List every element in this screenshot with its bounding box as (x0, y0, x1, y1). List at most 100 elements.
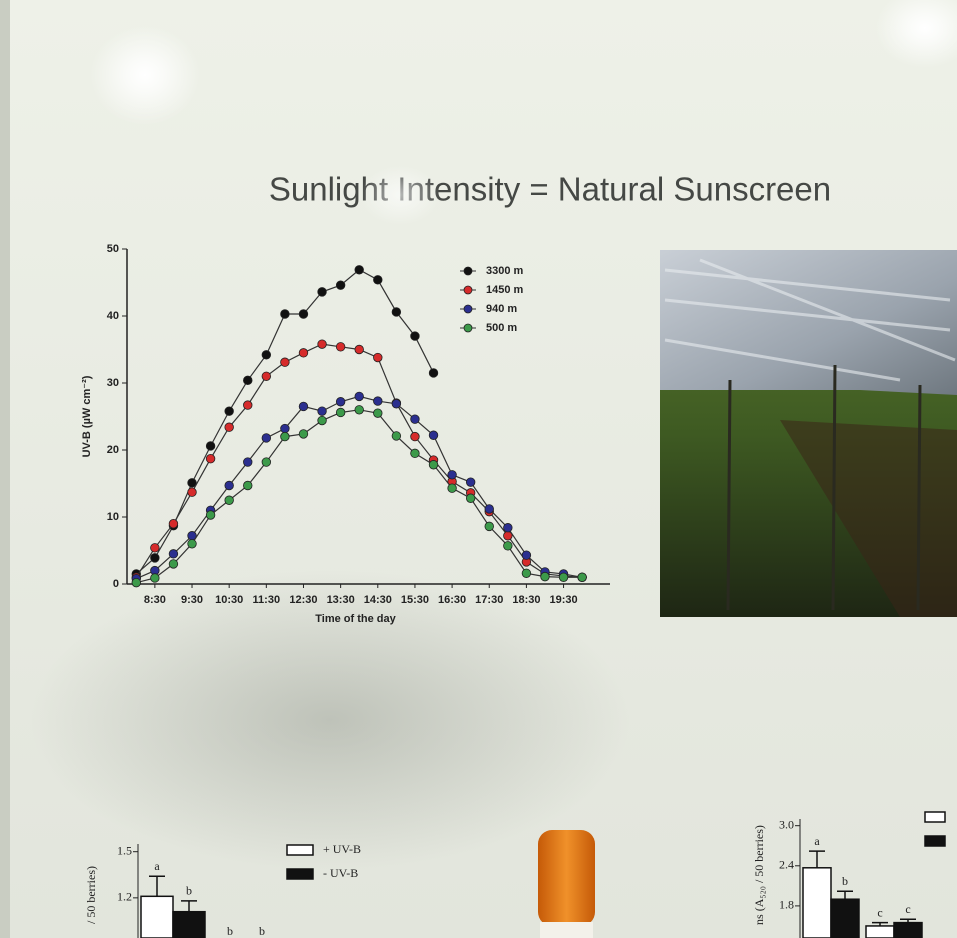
point (558, 572, 569, 583)
significance-letter: a (814, 834, 820, 848)
photo-ground (780, 420, 957, 617)
point (391, 431, 402, 441)
point (373, 352, 383, 363)
point (354, 265, 364, 275)
bottle-body (540, 922, 593, 938)
legend-marker (463, 285, 473, 295)
point (261, 371, 272, 382)
y-tick-label: 0 (113, 578, 119, 590)
point (428, 460, 439, 470)
point (428, 430, 439, 440)
point (298, 401, 309, 412)
legend-label: + UV-B (323, 842, 361, 856)
x-tick-label: 11:30 (253, 594, 281, 606)
point (484, 521, 494, 532)
point (391, 307, 402, 317)
point (224, 422, 234, 432)
point (373, 408, 383, 418)
point (317, 339, 327, 349)
bar (830, 898, 860, 938)
point (521, 568, 532, 578)
point (150, 553, 160, 563)
photo-net-folds (664, 258, 956, 382)
significance-letter: c (877, 905, 882, 919)
y-tick-label: 50 (107, 243, 119, 255)
legend-marker (463, 304, 473, 314)
x-tick-label: 14:30 (364, 594, 392, 606)
point (280, 423, 290, 434)
point (465, 493, 476, 503)
point (354, 344, 364, 355)
x-tick-label: 9:30 (181, 594, 203, 606)
point (317, 415, 327, 426)
point (335, 397, 346, 407)
point (447, 483, 457, 493)
point (150, 543, 160, 553)
point (317, 406, 327, 416)
x-tick-label: 10:30 (215, 594, 243, 606)
x-tick-label: 18:30 (512, 594, 540, 606)
significance-letter: b (186, 884, 192, 898)
point (168, 519, 179, 529)
error-bar (149, 875, 165, 897)
point (150, 573, 160, 583)
point (243, 457, 253, 467)
x-tick-label: 8:30 (144, 594, 166, 606)
x-tick-label: 17:30 (475, 594, 503, 606)
point (298, 309, 309, 319)
y-axis-label: ns (A₅₂₀ / 50 berries) (752, 825, 766, 925)
photo-posts (726, 364, 922, 611)
point (243, 375, 253, 386)
point (205, 441, 216, 451)
point (503, 541, 513, 551)
legend-marker (463, 323, 473, 333)
point (224, 480, 234, 491)
point (540, 571, 550, 582)
point (261, 457, 272, 467)
point (521, 550, 532, 560)
bar (140, 895, 174, 938)
point (187, 478, 197, 488)
point (410, 448, 420, 459)
point (187, 487, 197, 497)
bar (802, 867, 832, 938)
legend-swatch (286, 844, 314, 856)
x-tick-label: 13:30 (327, 594, 355, 606)
legend-swatch (286, 868, 314, 880)
point (373, 396, 383, 406)
point (484, 504, 494, 514)
y-tick-label: 10 (107, 511, 119, 523)
point (280, 431, 290, 442)
legend-label: - UV-B (323, 866, 358, 880)
point (354, 391, 364, 402)
poster-title: Sunlight Intensity = Natural Sunscreen (269, 171, 831, 208)
significance-letter: b (227, 924, 233, 938)
glare (90, 25, 200, 125)
x-axis-label: Time of the day (315, 613, 396, 625)
error-bar (900, 918, 916, 923)
significance-letter: b (842, 874, 848, 888)
point (187, 539, 197, 549)
error-bar (181, 900, 197, 912)
point (280, 309, 290, 319)
y-axis-label: / 50 berries) (84, 866, 98, 924)
point (335, 407, 346, 418)
y-tick-label: 20 (107, 444, 119, 456)
significance-letter: c (905, 902, 910, 916)
glare (360, 165, 440, 225)
point (354, 405, 364, 415)
legend-marker (463, 266, 473, 276)
legend-label: 3300 m (486, 265, 524, 277)
point (131, 577, 141, 588)
point (205, 454, 216, 464)
point (168, 549, 179, 559)
point (410, 331, 420, 341)
x-tick-label: 16:30 (438, 594, 466, 606)
point (261, 350, 272, 360)
photo-net (660, 250, 957, 395)
point (465, 477, 476, 487)
point (447, 470, 457, 480)
point (224, 495, 234, 505)
point (317, 287, 327, 297)
glare (875, 0, 957, 68)
